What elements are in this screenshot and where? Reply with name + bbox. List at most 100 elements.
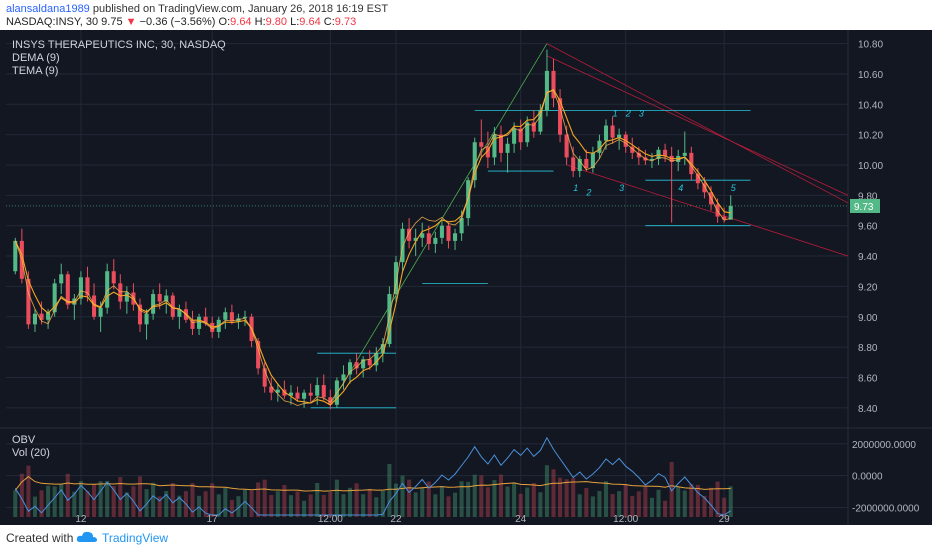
open-label: O:: [218, 16, 231, 28]
volume-bar: [676, 486, 681, 517]
candle-body: [308, 392, 313, 396]
wave-label: 2: [585, 187, 591, 197]
volume-bar: [302, 500, 307, 517]
candle-body: [118, 283, 123, 302]
volume-bar: [393, 483, 399, 517]
candle-body: [538, 110, 543, 132]
volume-bar: [597, 490, 602, 517]
volume-bar: [603, 481, 609, 517]
candle-body: [111, 271, 116, 284]
green-trendline: [329, 43, 548, 405]
price-tick-label: 8.60: [858, 373, 878, 384]
volume-ma-line: [14, 475, 731, 492]
volume-bar: [715, 481, 720, 517]
volume-bar: [111, 485, 116, 517]
volume-bar: [118, 477, 123, 517]
wave-label: 5: [731, 183, 737, 193]
tradingview-cloud-icon[interactable]: [76, 530, 98, 544]
candle-body: [551, 70, 556, 99]
price-tick-label: 8.40: [858, 404, 878, 415]
volume-bar: [630, 495, 635, 517]
volume-bar: [203, 491, 208, 517]
candle-body: [479, 142, 484, 147]
footer: Created with TradingView: [0, 525, 932, 550]
volume-bar: [702, 495, 707, 517]
volume-bar: [236, 496, 241, 517]
candle-body: [137, 304, 143, 325]
wave-label: 1: [613, 108, 618, 118]
obv-tick-label: -2000000.0000: [852, 503, 920, 514]
volume-bar: [577, 494, 582, 517]
candle-body: [177, 309, 182, 317]
volume-bar: [505, 486, 510, 517]
volume-bar: [242, 489, 248, 517]
candle-body: [315, 385, 320, 396]
candle-body: [446, 225, 451, 241]
author-link[interactable]: alansaldana1989: [6, 3, 90, 15]
volume-bar: [216, 494, 221, 517]
candle-body: [702, 183, 707, 193]
symbol-line: NASDAQ:INSY, 30 9.75 ▼ −0.36 (−3.56%) O:…: [6, 16, 356, 28]
chart-header: alansaldana1989 published on TradingView…: [0, 0, 932, 30]
candle-body: [157, 294, 162, 302]
candle-body: [85, 277, 90, 296]
volume-bar: [656, 489, 661, 517]
volume-bar: [453, 492, 458, 517]
volume-bar: [544, 465, 549, 517]
volume-bar: [610, 493, 615, 517]
candle-body: [262, 368, 267, 387]
candle-body: [354, 362, 359, 369]
price-tick-label: 9.60: [858, 222, 878, 233]
volume-bar: [531, 482, 536, 517]
candle-body: [144, 313, 149, 325]
volume-bar: [571, 478, 576, 517]
candle-body: [387, 294, 392, 345]
close-value: 9.73: [334, 16, 357, 28]
volume-bar: [407, 479, 412, 517]
publish-line: alansaldana1989 published on TradingView…: [6, 3, 388, 15]
volume-bar: [485, 487, 490, 517]
candle-body: [453, 233, 458, 241]
volume-bar: [124, 492, 129, 517]
volume-bar: [151, 482, 156, 517]
volume-bar: [564, 479, 569, 517]
candle-body: [256, 341, 261, 369]
volume-bar: [426, 481, 431, 517]
created-with-label: Created with: [6, 531, 74, 545]
volume-bar: [558, 477, 563, 517]
moving-averages: [14, 88, 731, 406]
candle-body: [695, 174, 700, 184]
candle-body: [321, 385, 326, 398]
volume-bar: [295, 491, 300, 517]
chart-canvas[interactable]: 1 21 2 33 4 5 10.8010.6010.4010.2010.009.809.…: [0, 30, 932, 525]
volume-bar: [26, 465, 31, 517]
candle-body: [577, 158, 582, 172]
volume-bar: [374, 497, 379, 517]
volume-bar: [229, 499, 234, 517]
candle-body: [584, 158, 589, 169]
dema-line: [14, 88, 731, 406]
volume-bar: [85, 491, 90, 517]
volume-bar: [52, 486, 57, 517]
candle-body: [328, 397, 333, 405]
volume-bar: [78, 481, 83, 517]
last-price-tag: [850, 198, 880, 213]
volume-bar: [19, 473, 24, 517]
candle-body: [197, 316, 202, 329]
candle-body: [597, 140, 602, 153]
candle-body: [288, 392, 293, 396]
volume-bar: [400, 475, 405, 517]
chart-title: INSYS THERAPEUTICS INC, 30, NASDAQ: [12, 39, 226, 51]
publish-info: published on TradingView.com, January 26…: [92, 3, 389, 15]
low-label: L:: [290, 16, 300, 28]
volume-bar: [288, 495, 293, 517]
tradingview-brand[interactable]: TradingView: [102, 531, 169, 545]
candle-body: [380, 344, 385, 354]
candle-body: [722, 216, 727, 220]
red-trendline-upper: [546, 55, 849, 196]
volume-bar: [177, 495, 182, 517]
candle-body: [302, 392, 307, 399]
candle-body: [426, 233, 431, 244]
dema-legend: DEMA (9): [12, 52, 60, 64]
